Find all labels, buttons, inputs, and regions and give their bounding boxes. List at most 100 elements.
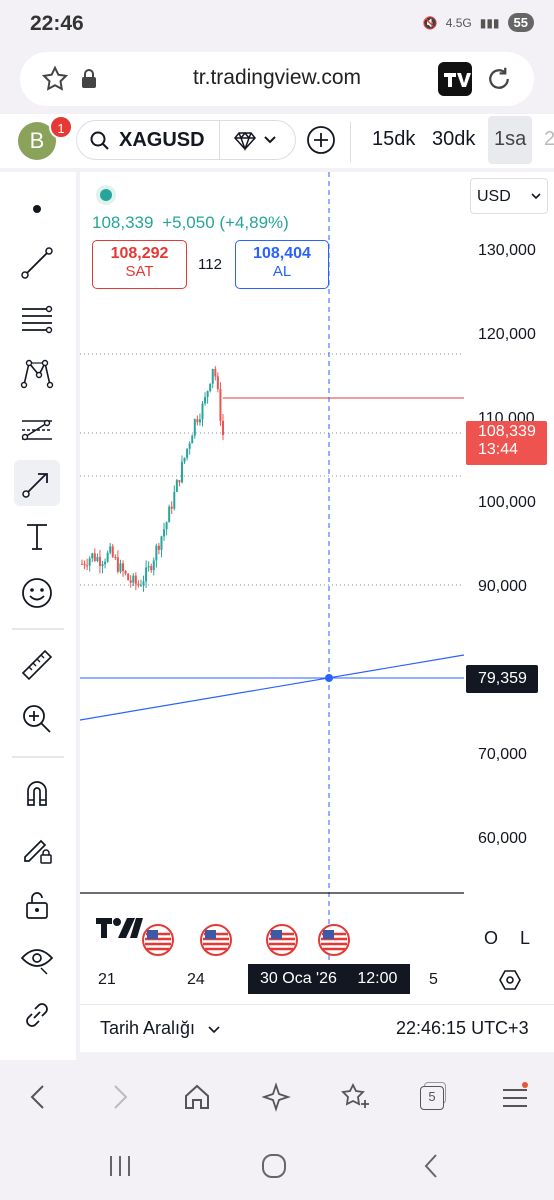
trend-line-tool[interactable]	[14, 240, 60, 286]
system-home-icon[interactable]	[260, 1152, 288, 1180]
timeframe-1h[interactable]: 1sa	[494, 128, 527, 150]
link-tool[interactable]	[14, 992, 60, 1038]
candle-body	[86, 565, 89, 567]
date-range-button[interactable]: Tarih Aralığı	[100, 1018, 220, 1039]
search-icon	[90, 131, 109, 150]
chart-panel[interactable]: 108,339 +5,050 (+4,89%) 108,292 SAT 112 …	[80, 172, 554, 1052]
timeframe-1h-active-bg	[488, 116, 532, 164]
ohlc-button[interactable]: O	[483, 928, 498, 948]
candle-body	[155, 545, 158, 561]
lock-drawings-tool[interactable]	[14, 826, 60, 872]
magnet-tool[interactable]	[14, 770, 60, 816]
candle-body	[180, 461, 183, 483]
candle-body	[96, 557, 99, 561]
candle-body	[145, 567, 148, 582]
zoom-tool[interactable]	[14, 696, 60, 742]
arrow-tool[interactable]	[14, 460, 60, 506]
candle-body	[88, 558, 91, 566]
candle-body	[81, 563, 83, 565]
us-flag-icon	[200, 924, 232, 956]
timeframe-15m[interactable]: 15dk	[372, 128, 416, 150]
market-status-dot[interactable]	[96, 185, 116, 205]
candle-body	[163, 529, 166, 537]
last-price-tag: 108,339 13:44	[466, 421, 547, 465]
candle-body	[160, 536, 163, 550]
candle-body	[214, 368, 217, 377]
candles	[81, 366, 224, 592]
candle-body	[116, 557, 119, 572]
smiley-icon	[22, 578, 52, 608]
recent-apps-icon[interactable]	[106, 1152, 134, 1180]
symbol-name[interactable]: XAGUSD	[119, 129, 205, 151]
signal-icon: ▮▮▮	[479, 15, 500, 30]
system-nav-bar	[0, 1134, 554, 1200]
forward-icon[interactable]	[104, 1082, 134, 1112]
menu-icon[interactable]	[500, 1080, 530, 1112]
candle-body	[173, 491, 176, 509]
y-tick-70000: 70,000	[478, 746, 527, 763]
candle-body	[132, 575, 135, 583]
settings-icon[interactable]	[498, 968, 522, 992]
us-event-flag[interactable]	[142, 924, 174, 961]
last-price-tag-value: 108,339	[478, 423, 536, 440]
us-event-flag[interactable]	[200, 924, 232, 961]
utc-clock[interactable]: 22:46:15 UTC+3	[396, 1018, 529, 1038]
diamond-icon[interactable]	[233, 131, 257, 151]
sell-button[interactable]: 108,292 SAT	[92, 240, 187, 289]
timeframe-30m[interactable]: 30dk	[432, 128, 476, 150]
candle-body	[106, 552, 109, 562]
candle-body	[222, 420, 224, 435]
visibility-tool[interactable]	[14, 936, 60, 982]
url-bar[interactable]: tr.tradingview.com	[20, 52, 534, 106]
bookmark-star-icon[interactable]	[340, 1082, 370, 1112]
chart-canvas[interactable]	[80, 172, 554, 1052]
url-text[interactable]: tr.tradingview.com	[192, 66, 362, 89]
candle-body	[122, 563, 125, 572]
buy-button[interactable]: 108,404 AL	[235, 240, 329, 289]
forecast-icon	[21, 419, 52, 441]
tabs-button[interactable]: 5	[420, 1082, 448, 1110]
candle-body	[101, 564, 104, 567]
symbol-selector[interactable]: XAGUSD	[76, 120, 296, 160]
dot-cursor-tool[interactable]	[14, 186, 60, 232]
candle-body	[157, 545, 160, 550]
pattern-tool[interactable]	[14, 350, 60, 396]
add-indicator-icon[interactable]	[306, 125, 336, 155]
candle-body	[142, 581, 145, 586]
sparkle-icon[interactable]	[262, 1082, 292, 1112]
candle-countdown: 13:44	[478, 441, 519, 458]
fib-tool[interactable]	[14, 296, 60, 342]
tradingview-app-icon[interactable]	[438, 62, 472, 96]
system-back-icon[interactable]	[418, 1152, 446, 1180]
avatar[interactable]: B	[18, 122, 56, 160]
currency-selector[interactable]: USD	[470, 178, 548, 214]
tabs-count: 5	[420, 1086, 444, 1110]
chevron-down-icon	[208, 1026, 220, 1034]
candle-body	[124, 571, 127, 574]
candle-body	[170, 506, 173, 509]
candle-body	[206, 391, 209, 398]
y-tick-120000: 120,000	[478, 326, 536, 343]
reload-icon[interactable]	[484, 64, 514, 94]
log-scale-button[interactable]: L	[519, 928, 530, 948]
emoji-tool[interactable]	[14, 570, 60, 616]
timeframe-2h[interactable]: 2	[544, 128, 554, 150]
text-tool[interactable]	[14, 514, 60, 560]
candle-body	[93, 553, 96, 561]
candle-body	[104, 561, 107, 565]
unlock-tool[interactable]	[14, 882, 60, 928]
home-icon[interactable]	[182, 1082, 212, 1112]
us-event-flag[interactable]	[266, 924, 298, 961]
us-event-flag[interactable]	[318, 924, 350, 961]
star-icon[interactable]	[40, 64, 70, 94]
candle-body	[98, 557, 101, 567]
back-icon[interactable]	[24, 1082, 54, 1112]
drawing-toolbar	[0, 172, 76, 1060]
last-price: 108,339	[92, 213, 154, 232]
candle-body	[196, 419, 199, 423]
forecast-tool[interactable]	[14, 406, 60, 452]
price-change: +5,050 (+4,89%)	[162, 213, 289, 232]
candle-body	[127, 573, 130, 581]
candle-body	[165, 522, 168, 530]
ruler-tool[interactable]	[14, 642, 60, 688]
